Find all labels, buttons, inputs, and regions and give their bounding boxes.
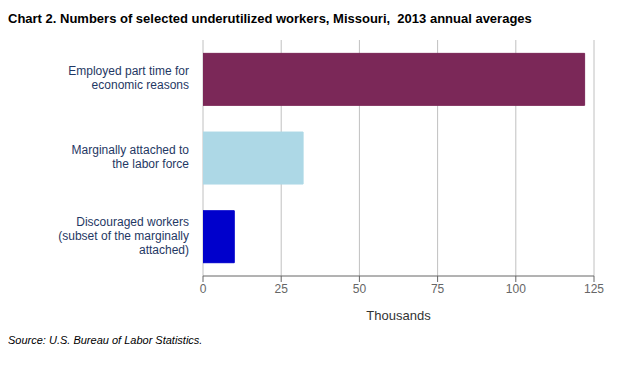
svg-text:50: 50 (353, 282, 367, 296)
svg-text:Discouraged workers(subset of: Discouraged workers(subset of the margin… (58, 215, 189, 257)
html-text:Chart 2. Numbers of selected u: Chart 2. Numbers of selected underutiliz… (8, 11, 532, 26)
svg-text:25: 25 (275, 282, 289, 296)
svg-text:125: 125 (584, 282, 604, 296)
svg-text:Marginally attached tothe labo: Marginally attached tothe labor force (72, 143, 190, 171)
svg-text:75: 75 (431, 282, 445, 296)
svg-text:100: 100 (506, 282, 526, 296)
html-text:Source: U.S. Bureau of Labor S: Source: U.S. Bureau of Labor Statistics. (8, 334, 203, 346)
svg-text:Thousands: Thousands (366, 308, 431, 323)
svg-text:0: 0 (200, 282, 207, 296)
svg-text:Employed part time foreconomic: Employed part time foreconomic reasons (68, 65, 189, 93)
